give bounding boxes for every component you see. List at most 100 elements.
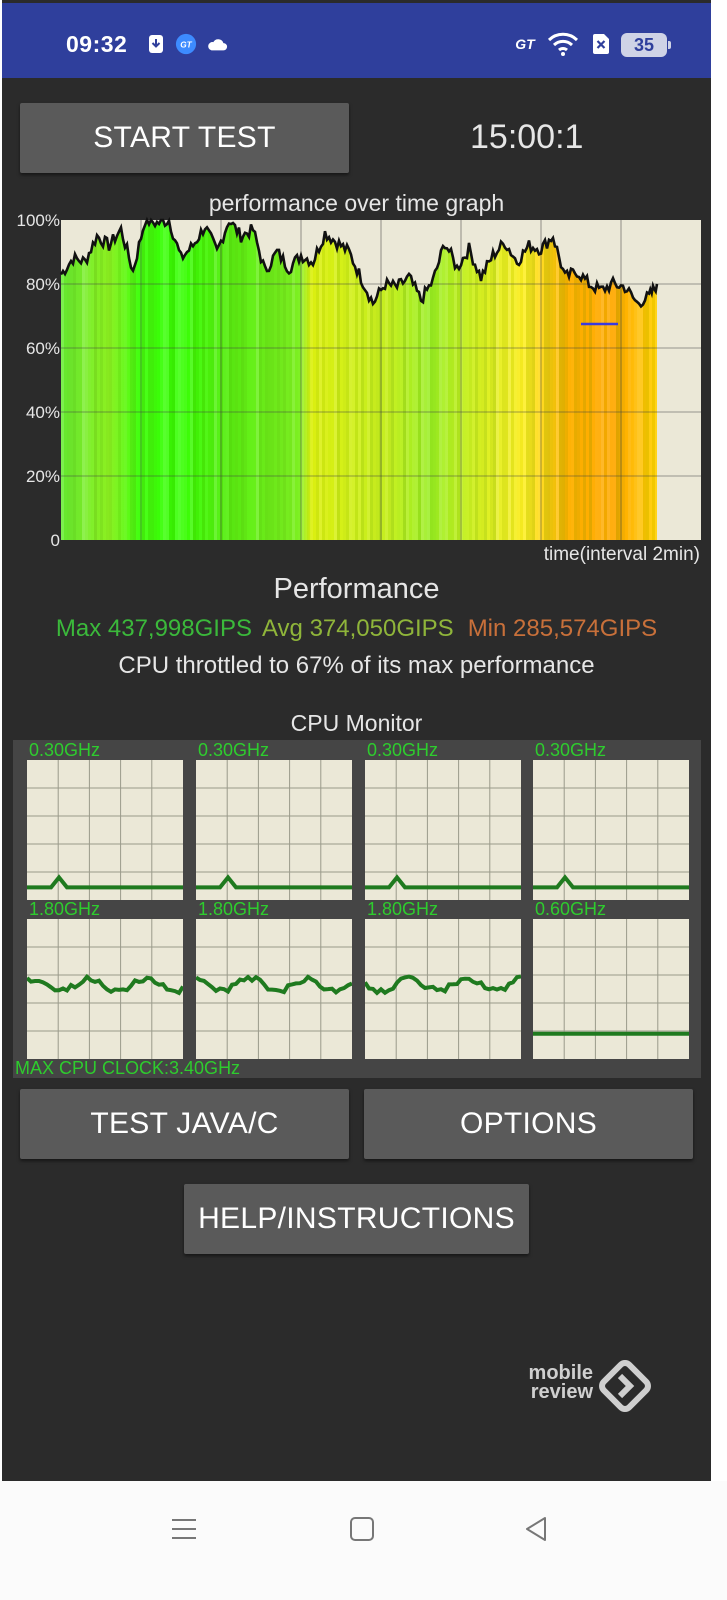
heat-stripe [277,220,280,540]
heat-stripe [376,220,379,540]
core-5-frequency: 1.80GHz [29,899,101,919]
heat-stripe [421,220,424,540]
status-time: 09:32 [66,31,128,57]
heat-stripe [325,220,328,540]
heat-stripe [79,220,82,540]
help-instructions-button[interactable]: HELP/INSTRUCTIONS [184,1184,529,1254]
heat-stripe [130,220,133,540]
heat-stripe [145,220,148,540]
core-1-frequency: 0.30GHz [29,740,101,760]
heat-stripe [316,220,319,540]
core-4-frequency: 0.30GHz [535,740,607,760]
y-tick-60: 60% [26,339,60,358]
heat-stripe [85,220,88,540]
heat-stripe [235,220,238,540]
heat-stripe [181,220,184,540]
core-2-frequency: 0.30GHz [198,740,270,760]
core-6-frequency-line [194,974,353,996]
heat-stripe [124,220,127,540]
heat-stripe [163,220,166,540]
heat-stripe [616,220,619,540]
heat-stripe [451,220,454,540]
max-cpu-clock: MAX CPU CLOCK:3.40GHz [15,1058,241,1078]
performance-line [59,216,659,309]
home-icon[interactable] [342,1509,382,1549]
heat-stripe [574,220,577,540]
heat-stripe [322,220,325,540]
heat-stripe [238,220,241,540]
heat-stripe [157,220,160,540]
heat-stripe [502,220,505,540]
heat-stripe [355,220,358,540]
heat-stripe [403,220,406,540]
heat-stripe [265,220,268,540]
heat-stripe [385,220,388,540]
heat-stripe [475,220,478,540]
heat-stripe [331,220,334,540]
options-button[interactable]: OPTIONS [364,1089,693,1159]
heat-stripe [151,220,154,540]
heat-stripe [481,220,484,540]
heat-stripe [430,220,433,540]
core-graph-canvas [533,919,689,1059]
heat-stripe [652,220,655,540]
battery-indicator: 35 [621,33,671,57]
core-graph-canvas [363,919,522,1059]
heat-stripe [337,220,340,540]
gt-mode-icon: GT [515,36,535,52]
heat-stripe [487,220,490,540]
heat-stripe [70,220,73,540]
heat-stripe [361,220,364,540]
cpu-monitor-title: CPU Monitor [290,710,423,736]
menu-icon[interactable] [164,1509,204,1549]
heat-stripe [319,220,322,540]
heat-stripe [214,220,217,540]
heat-stripe [229,220,232,540]
heat-stripe [178,220,181,540]
heat-stripe [466,220,469,540]
heat-stripe [187,220,190,540]
heat-stripe [112,220,115,540]
core-7-frequency: 1.80GHz [367,899,439,919]
heat-stripe [511,220,514,540]
heat-stripe [448,220,451,540]
heat-stripe [334,220,337,540]
navigation-bar [0,1481,727,1600]
core-8-frequency: 0.60GHz [535,899,607,919]
heat-stripe [505,220,508,540]
test-java-c-button[interactable]: TEST JAVA/C [20,1089,349,1159]
heat-stripe [436,220,439,540]
core-graph-canvas [365,760,521,900]
heat-stripe [295,220,298,540]
heat-stripe [445,220,448,540]
heat-stripe [328,220,331,540]
heat-stripe [439,220,442,540]
back-icon[interactable] [516,1509,556,1549]
core-graph-canvas [27,760,183,900]
core-6-frequency: 1.80GHz [198,899,270,919]
heat-stripe [352,220,355,540]
heat-stripe [88,220,91,540]
heat-stripe [358,220,361,540]
heat-stripe [196,220,199,540]
heat-stripe [199,220,202,540]
heat-stripe [454,220,457,540]
heat-stripe [424,220,427,540]
graph-grid [61,220,701,540]
heat-stripe [154,220,157,540]
heat-stripe [304,220,307,540]
heat-stripe [370,220,373,540]
graph-title: performance over time graph [208,190,505,216]
heat-stripe [73,220,76,540]
performance-graph: 100% 80% 60% 40% 20% 0 [17,212,701,547]
heat-stripe [634,220,637,540]
core-1-graph [27,760,183,900]
heat-stripe [559,220,562,540]
heat-stripe [268,220,271,540]
heat-stripe [553,220,556,540]
heat-stripe [391,220,394,540]
heat-stripe [499,220,502,540]
status-bar: 09:32 GT GT 35 [2,3,711,78]
core-7-graph [363,919,522,1059]
start-test-button[interactable]: START TEST [20,103,349,173]
